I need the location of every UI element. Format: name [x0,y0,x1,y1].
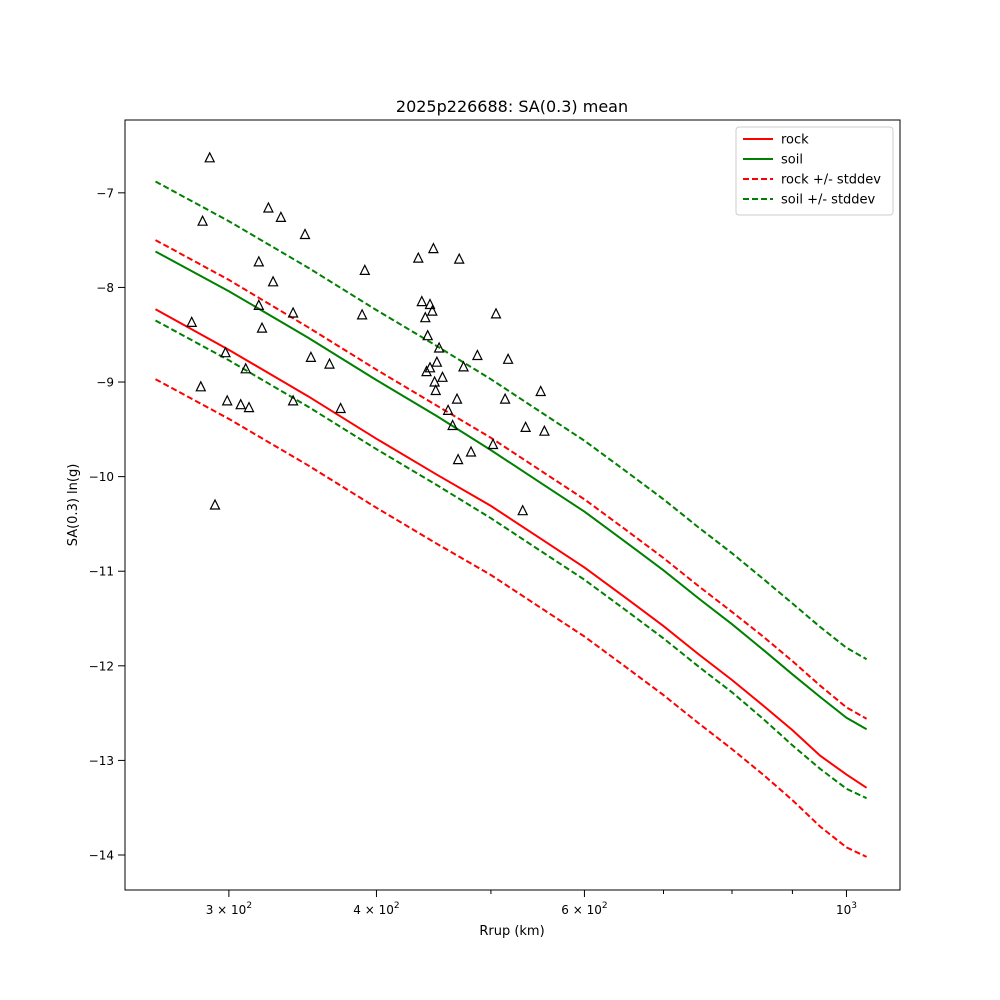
observation-point [452,453,464,465]
y-tick-label: −10 [89,470,114,484]
observation-point [287,394,299,406]
observation-point [490,307,502,319]
axes-frame [124,119,901,891]
observation-point [335,402,347,414]
observation-point [517,504,529,516]
y-tick-label: −7 [96,186,114,200]
chart-title: 2025p226688: SA(0.3) mean [396,97,628,116]
series-line-soil-stddev [155,180,868,661]
observation-point [538,424,550,436]
series-line-rock-stddev [155,378,868,858]
observation-point [220,346,231,358]
observation-point [197,214,209,226]
plot-area [155,151,868,858]
x-tick-label: 103 [836,901,857,917]
observation-point [195,380,207,392]
observation-point [299,228,311,240]
observation-point [240,362,252,374]
observation-point [433,341,445,353]
observation-point [426,304,438,316]
y-axis-label: SA(0.3) ln(g) [66,464,81,547]
observation-point [253,255,265,267]
x-tick-label: 4 × 102 [353,901,399,917]
observation-point [235,398,247,410]
observation-point [305,351,317,362]
observation-point [253,299,265,310]
observation-point [471,349,483,361]
observation-point [186,316,198,327]
observation-point [535,385,547,397]
observation-point [204,151,216,163]
observation-point [359,264,371,275]
observation-point [447,419,459,431]
observation-point [209,498,221,510]
y-tick-label: −9 [96,376,114,390]
series-line-rock [155,308,868,789]
observation-point [499,392,511,404]
observation-point [453,252,465,264]
x-axis: 3 × 102 4 × 102 6 × 102 103 [206,890,857,917]
observation-point [287,306,299,318]
legend-box [735,126,894,216]
observation-point [451,392,463,404]
y-tick-label: −11 [89,565,114,579]
observation-point [465,445,477,457]
x-tick-label: 3 × 102 [206,901,252,917]
observation-point [412,251,424,263]
series-line-soil [155,250,868,731]
observation-point [416,295,428,307]
observation-point [421,365,432,377]
observation-point [430,384,442,396]
observation-point [520,421,532,432]
series-line-rock-stddev [155,239,868,720]
observation-point [429,375,441,387]
observation-point [419,311,431,323]
observation-point [437,370,448,382]
observation-point [324,357,335,369]
legend-label: rock +/- stddev [781,173,881,188]
observation-point [422,329,434,341]
observation-point [442,404,454,415]
observation-point [356,308,368,320]
y-tick-label: −12 [89,659,114,673]
legend-label: soil [781,153,803,168]
legend: rock soil rock +/- stddev soil +/- stddev [735,126,894,216]
observation-point [267,275,279,287]
observation-point [424,361,436,373]
observation-point [256,321,268,333]
observation-point [424,298,436,310]
series-line-soil-stddev [155,319,868,800]
observation-point [275,211,287,222]
observation-point [221,394,233,406]
observation-point [431,355,443,367]
x-tick-label: 6 × 102 [561,901,607,917]
observation-point [487,438,499,450]
y-tick-label: −8 [96,281,114,295]
x-axis-label: Rrup (km) [479,924,544,939]
observation-point [458,360,469,372]
y-axis: −14 −13 −12 −11 −10 −9 −8 −7 [89,186,125,863]
observation-point [502,352,514,364]
y-tick-label: −14 [89,849,114,863]
legend-label: rock [781,133,809,148]
observation-point [427,242,439,254]
observation-point [243,401,255,413]
legend-label: soil +/- stddev [781,193,876,208]
y-tick-label: −13 [89,754,114,768]
observation-point [262,201,274,213]
